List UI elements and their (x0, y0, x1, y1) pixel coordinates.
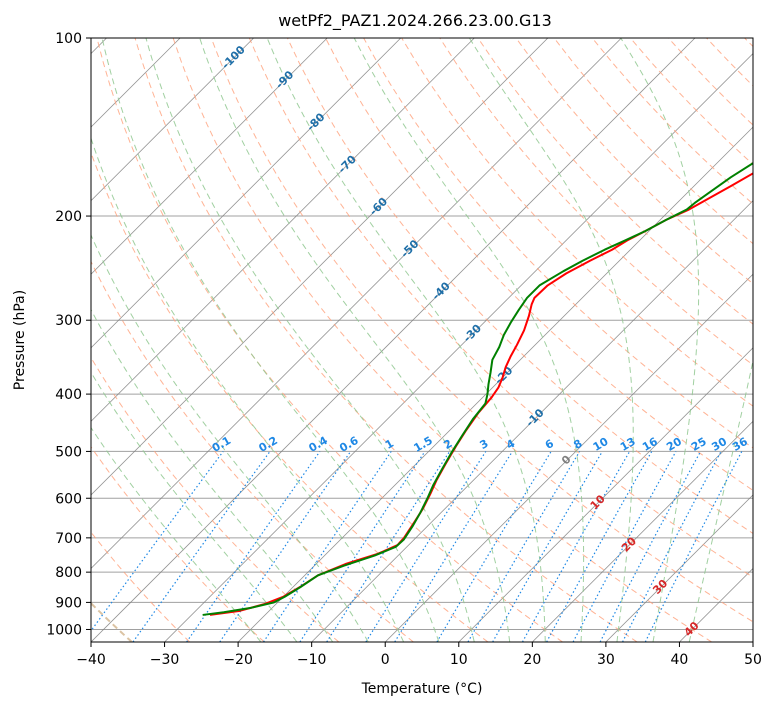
x-tick-label: −20 (223, 652, 253, 668)
y-tick-label: 500 (55, 444, 82, 460)
x-axis-label: Temperature (°C) (361, 681, 483, 697)
moist-adiabat-line (91, 308, 334, 642)
x-axis: −40 −30 −20 −10 0 10 20 30 40 50 (76, 642, 762, 668)
x-tick-label: 10 (450, 652, 468, 668)
mixing-ratio-line (132, 451, 271, 642)
dry-adiabat-line (248, 38, 753, 578)
moist-adiabat-line (266, 38, 546, 642)
mixing-ratio-line (394, 451, 513, 642)
plot-frame (90, 37, 754, 643)
dry-adiabat-line (515, 38, 753, 285)
isotherm-line (91, 38, 475, 422)
dry-adiabat-line (286, 38, 753, 535)
moist-adiabats (91, 38, 753, 642)
plot-area: -100-90-80-70-60-50-40-30-20-10010203040… (91, 38, 753, 642)
chart-title: wetPf2_PAZ1.2024.266.23.00.G13 (278, 11, 552, 31)
x-tick-label: 50 (744, 652, 762, 668)
x-tick-label: 20 (523, 652, 541, 668)
isotherm-line (458, 347, 753, 642)
moist-adiabat-line (688, 358, 753, 642)
moist-adiabat-line (620, 38, 700, 642)
y-tick-label: 400 (55, 387, 82, 403)
dry-adiabat-line (91, 445, 265, 642)
isotherm-line (164, 52, 753, 642)
mixing-ratio-line (546, 451, 653, 642)
isotherm-line (91, 38, 696, 642)
y-tick-label: 900 (55, 595, 82, 611)
moist-adiabat-line (353, 38, 585, 642)
isotherm-line (91, 38, 549, 496)
y-tick-label: 600 (55, 491, 82, 507)
isotherm-line (605, 494, 753, 642)
y-tick-label: 1000 (46, 622, 82, 638)
dry-adiabat-line (172, 38, 713, 642)
x-tick-label: −10 (297, 652, 327, 668)
mixing-ratio-line (644, 451, 743, 642)
moist-adiabat-line (468, 38, 634, 642)
moist-adiabat-line (199, 38, 511, 642)
x-tick-label: 0 (381, 652, 390, 668)
mixing-ratio-line (91, 451, 224, 632)
isotherm-line (532, 420, 753, 642)
mixing-ratio-line (186, 451, 321, 642)
profile-line-1 (202, 161, 753, 616)
moist-adiabat-line (91, 233, 369, 642)
moist-adiabat-line (101, 38, 440, 642)
dry-adiabat-line (325, 38, 753, 491)
isotherm-gridlines (91, 38, 753, 642)
mixing-ratio-line (263, 451, 392, 642)
isotherm-line (91, 38, 328, 275)
mixing-ratio-line (521, 451, 631, 642)
isotherm-line (384, 273, 753, 642)
mixing-ratio-line (219, 451, 352, 642)
dry-adiabat-line (210, 38, 753, 623)
dry-adiabats (91, 38, 753, 642)
isotherm-line (91, 38, 402, 349)
mixing-ratio-line (326, 451, 451, 642)
y-tick-label: 300 (55, 313, 82, 329)
x-tick-label: −30 (150, 652, 180, 668)
isotherm-line (91, 38, 254, 202)
dry-adiabat-line (91, 356, 340, 642)
mixing-ratio-labels: 0.1 0.2 0.4 0.6 1 1.5 2 3 4 6 8 10 13 16 20 25 30 36 (210, 434, 750, 455)
x-tick-label: −40 (76, 652, 106, 668)
isobar-gridlines (91, 38, 753, 630)
dry-adiabat-line (96, 38, 563, 642)
moist-adiabat-line (91, 371, 298, 642)
moist-adiabat-line (145, 38, 475, 642)
profile-series (202, 161, 753, 616)
dry-adiabat-line (134, 38, 638, 642)
isotherm-line (91, 38, 622, 570)
y-tick-label: 800 (55, 565, 82, 581)
mixing-ratio-line (572, 451, 677, 642)
moist-adiabat-line (91, 426, 262, 642)
y-tick-label: 200 (55, 209, 82, 225)
y-tick-label: 700 (55, 531, 82, 547)
y-axis-label: Pressure (hPa) (12, 290, 28, 390)
y-tick-label: 100 (55, 31, 82, 47)
dry-adiabat-line (91, 260, 414, 642)
isotherm-line (237, 126, 753, 642)
y-axis: 100 200 300 400 500 600 700 800 900 1000 (46, 31, 91, 638)
x-tick-label: 40 (671, 652, 689, 668)
x-tick-label: 30 (597, 652, 615, 668)
